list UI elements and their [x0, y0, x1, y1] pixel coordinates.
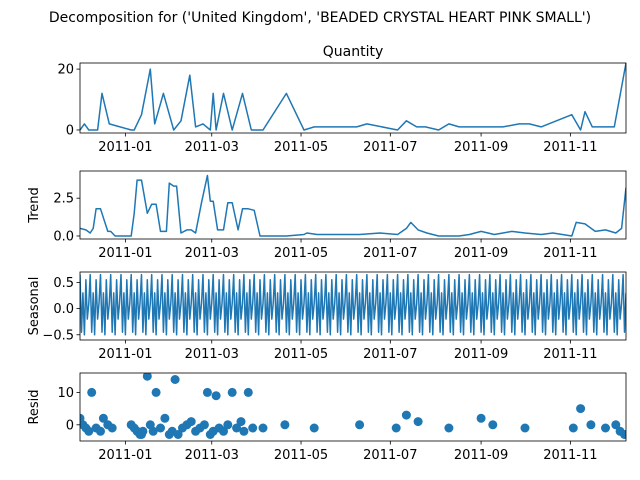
y-tick-label: 10 [57, 386, 74, 401]
observed-series [80, 63, 626, 131]
x-tick-label: 2011-03 [185, 347, 239, 362]
resid-point [84, 426, 94, 436]
resid-point [96, 426, 105, 436]
x-tick-label: 2011-09 [454, 140, 508, 155]
y-tick-label: −0.5 [42, 328, 74, 343]
x-tick-label: 2011-07 [363, 347, 417, 362]
resid-point [211, 391, 221, 401]
x-tick-label: 2011-05 [274, 448, 328, 463]
resid-point [391, 423, 401, 433]
observed-line [80, 63, 626, 131]
resid-axes-frame [79, 372, 627, 442]
trend-series [80, 174, 626, 237]
trend-line [80, 174, 626, 237]
resid-point [401, 410, 411, 420]
seasonal-axes-frame [79, 271, 627, 341]
y-tick-label: 0.0 [53, 229, 74, 244]
resid-point [148, 426, 158, 436]
resid-series [80, 373, 626, 439]
resid-point [243, 387, 253, 397]
resid-point [202, 387, 212, 397]
y-tick-label: 20 [57, 63, 74, 78]
resid-point [186, 417, 196, 427]
resid-point [219, 426, 228, 436]
resid-point [620, 430, 626, 439]
x-tick-label: 2011-01 [98, 347, 152, 362]
x-tick-label: 2011-11 [543, 140, 597, 155]
resid-point [232, 423, 242, 433]
x-tick-label: 2011-07 [363, 140, 417, 155]
resid-point [173, 430, 183, 439]
resid-point [239, 426, 249, 436]
x-tick-label: 2011-11 [543, 246, 597, 261]
y-tick-label: 0 [66, 123, 74, 138]
x-tick-label: 2011-07 [363, 448, 417, 463]
resid-point [576, 404, 586, 414]
resid-point [476, 413, 486, 423]
resid-point [413, 417, 423, 427]
y-tick-label: 0 [66, 418, 74, 433]
resid-point [568, 423, 578, 433]
resid-point [170, 375, 180, 384]
panel-resid: 0 10 2011-01 2011-03 2011-05 2011-07 2011-09 20… [27, 372, 627, 463]
resid-point [107, 423, 117, 433]
x-tick-label: 2011-01 [98, 246, 152, 261]
x-tick-label: 2011-01 [98, 140, 152, 155]
x-tick-label: 2011-09 [454, 347, 508, 362]
trend-axes-frame [79, 170, 627, 240]
x-tick-label: 2011-03 [185, 448, 239, 463]
x-tick-label: 2011-09 [454, 246, 508, 261]
panel-seasonal: −0.5 0.0 0.5 2011-01 2011-03 2011-05 2011-07 20… [27, 271, 627, 362]
trend-ylabel: Trend [27, 187, 42, 224]
x-tick-label: 2011-05 [274, 246, 328, 261]
panel-trend: 0.0 2.5 2011-01 2011-03 2011-05 2011-07 2011-0… [27, 170, 627, 261]
y-tick-label: 0.0 [53, 302, 74, 317]
resid-point [355, 420, 365, 430]
resid-point [601, 423, 610, 433]
observed-title: Quantity [323, 44, 384, 60]
resid-point [258, 423, 268, 433]
seasonal-series [80, 273, 626, 336]
x-tick-label: 2011-09 [454, 448, 508, 463]
resid-point [586, 420, 596, 430]
y-tick-label: 0.5 [53, 276, 74, 291]
y-tick-label: 2.5 [53, 192, 74, 207]
resid-point [156, 423, 165, 433]
resid-point [488, 420, 498, 430]
resid-ylabel: Resid [27, 389, 42, 424]
resid-point [199, 420, 209, 430]
x-tick-label: 2011-05 [274, 347, 328, 362]
resid-point [520, 423, 530, 433]
resid-point [87, 387, 97, 397]
resid-point [611, 420, 621, 430]
resid-point [280, 420, 290, 430]
resid-point [444, 423, 454, 433]
x-tick-label: 2011-11 [543, 448, 597, 463]
resid-point [151, 387, 161, 397]
resid-point [160, 413, 170, 423]
x-tick-label: 2011-03 [185, 140, 239, 155]
x-tick-label: 2011-03 [185, 246, 239, 261]
seasonal-ylabel: Seasonal [27, 277, 42, 336]
x-tick-label: 2011-11 [543, 347, 597, 362]
seasonal-line [80, 273, 626, 336]
x-tick-label: 2011-07 [363, 246, 417, 261]
resid-point [138, 426, 148, 436]
x-tick-label: 2011-05 [274, 140, 328, 155]
resid-point [309, 423, 319, 433]
resid-point [142, 373, 152, 381]
resid-point [98, 413, 108, 423]
observed-axes-frame [79, 62, 627, 134]
panels: 0 20 2011-01 2011-03 2011-05 2011-07 2011-09 20… [27, 44, 627, 463]
figure-suptitle: Decomposition for ('United Kingdom', 'BE… [49, 10, 591, 26]
resid-point [248, 423, 258, 433]
resid-point [227, 387, 237, 397]
panel-observed: 0 20 2011-01 2011-03 2011-05 2011-07 2011-09 20… [57, 44, 627, 155]
resid-point [236, 417, 246, 427]
x-tick-label: 2011-01 [98, 448, 152, 463]
resid-point [223, 420, 233, 430]
